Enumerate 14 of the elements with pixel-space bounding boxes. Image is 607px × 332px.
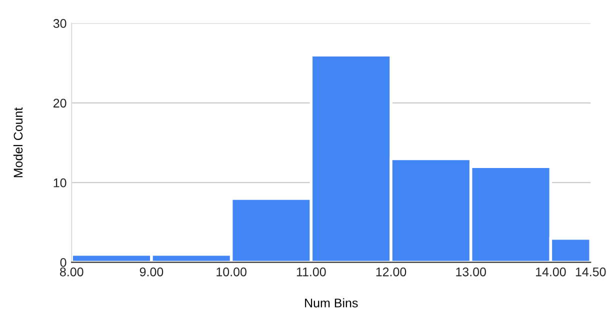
y-axis-title: Model Count [13, 107, 23, 178]
x-axis-title: Num Bins [305, 298, 358, 308]
x-tick-label: 14.50 [576, 267, 606, 276]
y-tick-label: 0 [60, 258, 66, 267]
x-tick-label: 8.00 [60, 267, 84, 276]
x-tick-label: 11.00 [296, 267, 326, 276]
y-tick-label: 10 [54, 178, 66, 188]
y-tick-label: 20 [53, 98, 66, 108]
x-tick-label: 10.00 [216, 267, 246, 276]
x-tick-label: 14.00 [536, 267, 566, 276]
x-tick-label: 13.00 [456, 267, 486, 276]
y-tick-label: 30 [53, 19, 66, 28]
x-tick-label: 12.00 [376, 267, 406, 276]
x-tick-label: 9.00 [140, 267, 164, 276]
